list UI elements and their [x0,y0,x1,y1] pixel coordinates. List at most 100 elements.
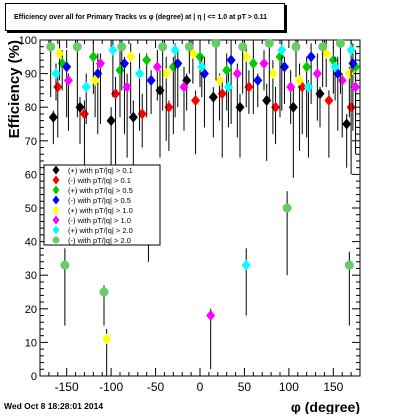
data-point [206,310,216,322]
data-point [170,44,180,56]
data-point [108,44,118,56]
legend-label: (-) with pT/|q| > 0.5 [68,196,131,205]
data-point [241,259,251,271]
legend-marker [52,165,60,175]
data-point [63,74,73,86]
y-tick-label: 10 [25,337,37,349]
data-point [268,68,278,80]
legend-label: (+) with pT/|q| > 0.1 [68,166,133,175]
data-point [324,94,334,106]
legend-marker [52,195,60,205]
y-tick-label: 100 [19,35,37,47]
data-point [335,38,345,48]
data-point [344,260,354,270]
legend-label: (+) with pT/|q| > 2.0 [68,226,133,235]
legend-marker [52,225,60,235]
data-point [330,61,340,73]
data-point [277,44,287,56]
legend-marker [52,185,60,195]
data-point [48,111,58,123]
data-point [46,42,56,52]
legend-marker [52,175,60,185]
data-point [253,74,263,86]
data-point [282,203,292,213]
legend-box [43,164,161,246]
y-tick-label: 80 [25,102,37,114]
legend-marker [52,236,60,244]
y-tick-label: 30 [25,270,37,282]
data-point [99,287,109,297]
data-point [342,118,352,130]
data-point [51,68,61,80]
x-axis-title: φ (degree) [291,399,360,414]
data-point [208,91,218,103]
y-tick-label: 90 [25,69,37,81]
data-point [259,58,269,70]
x-tick-label: -150 [55,380,79,394]
x-tick-label: 150 [323,380,343,394]
x-tick-label: 0 [197,380,204,394]
data-point [346,101,356,113]
data-point [318,42,328,52]
legend-label: (-) with pT/|q| > 1.0 [68,216,131,225]
data-point [295,74,305,86]
data-point [161,68,171,80]
data-point [72,42,82,52]
legend-marker [52,215,60,225]
x-tick-label: -50 [147,380,165,394]
data-point [241,51,251,63]
data-point [117,42,127,52]
y-tick-label: 50 [25,203,37,215]
data-point [81,81,91,93]
data-point [135,68,145,80]
data-point [55,47,65,59]
data-point [306,51,316,63]
data-point [158,42,168,52]
y-tick-label: 20 [25,304,37,316]
data-point [88,51,98,63]
data-point [351,81,361,93]
y-axis-title: Efficiency (%) [6,40,23,138]
data-point [122,81,132,93]
data-point [248,58,258,70]
data-point [62,61,72,73]
legend-label: (+) with pT/|q| > 0.5 [68,186,133,195]
data-point [146,74,156,86]
legend-label: (-) with pT/|q| > 0.1 [68,176,131,185]
y-tick-label: 70 [25,136,37,148]
data-point [303,81,313,93]
x-tick-label: -100 [99,380,123,394]
data-point [60,260,70,270]
data-point [238,42,248,52]
data-point [95,58,105,70]
y-tick-label: 60 [25,169,37,181]
chart-title: Efficiency over all for Primary Tracks v… [14,13,268,21]
data-point [291,42,301,52]
legend-marker [52,205,60,215]
data-point [222,64,232,76]
data-layer [46,38,361,376]
data-point [179,81,189,93]
data-point [142,54,152,66]
y-tick-label: 40 [25,237,37,249]
footer-timestamp: Wed Oct 8 18:28:01 2014 [4,401,104,411]
data-point [152,61,162,73]
legend-label: (+) with pT/|q| > 1.0 [68,206,133,215]
data-point [126,51,136,63]
data-point [223,81,233,93]
data-point [197,61,207,73]
data-point [191,94,201,106]
data-point [102,333,112,345]
data-point [211,38,221,48]
data-point [106,115,116,127]
data-point [184,42,194,52]
data-point [264,38,274,48]
data-point [226,54,236,66]
data-point [128,111,138,123]
x-tick-label: 50 [238,380,252,394]
y-tick-label: 0 [31,371,37,383]
data-point [90,74,100,86]
data-point [53,81,63,93]
